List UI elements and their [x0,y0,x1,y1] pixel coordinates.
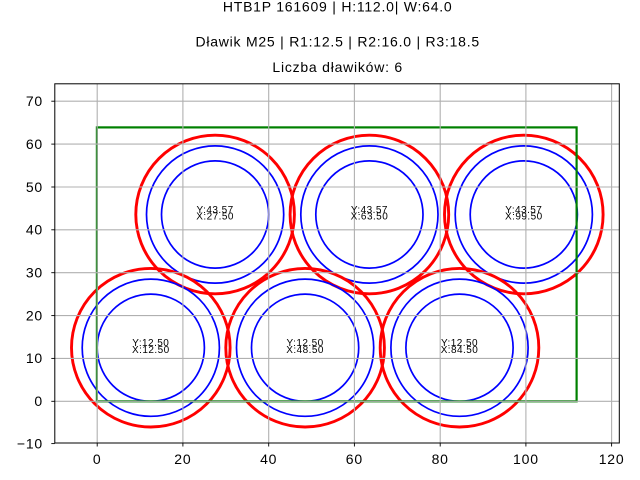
svg-text:20: 20 [174,451,191,467]
svg-text:50: 50 [26,179,43,195]
svg-text:Y:43.57: Y:43.57 [505,205,542,216]
svg-text:Y:43.57: Y:43.57 [351,205,388,216]
svg-text:100: 100 [513,451,539,467]
svg-text:−10: −10 [17,435,43,451]
svg-text:40: 40 [260,451,277,467]
svg-text:0: 0 [34,393,43,409]
svg-text:Dławik M25 | R1:12.5 | R2:16.0: Dławik M25 | R1:12.5 | R2:16.0 | R3:18.5 [195,34,480,50]
svg-text:HTB1P 161609 | H:112.0| W:64.0: HTB1P 161609 | H:112.0| W:64.0 [223,0,453,15]
svg-text:70: 70 [26,93,43,109]
svg-text:120: 120 [599,451,625,467]
svg-text:X:63.50: X:63.50 [351,212,389,223]
svg-text:Liczba dławików: 6: Liczba dławików: 6 [272,59,403,75]
svg-text:X:99.50: X:99.50 [505,212,543,223]
svg-text:X:12.50: X:12.50 [132,345,170,356]
svg-text:X:84.50: X:84.50 [441,345,479,356]
svg-text:10: 10 [26,350,43,366]
svg-text:Y:12.50: Y:12.50 [132,338,169,349]
svg-text:X:27.50: X:27.50 [196,212,234,223]
svg-text:Y:12.50: Y:12.50 [441,338,478,349]
svg-text:Y:43.57: Y:43.57 [197,205,234,216]
svg-text:Y:12.50: Y:12.50 [287,338,324,349]
svg-text:0: 0 [93,451,102,467]
svg-text:X:48.50: X:48.50 [286,345,324,356]
svg-text:60: 60 [346,451,363,467]
svg-text:80: 80 [432,451,449,467]
svg-text:60: 60 [26,136,43,152]
svg-text:40: 40 [26,222,43,238]
svg-text:30: 30 [26,265,43,281]
svg-text:20: 20 [26,307,43,323]
